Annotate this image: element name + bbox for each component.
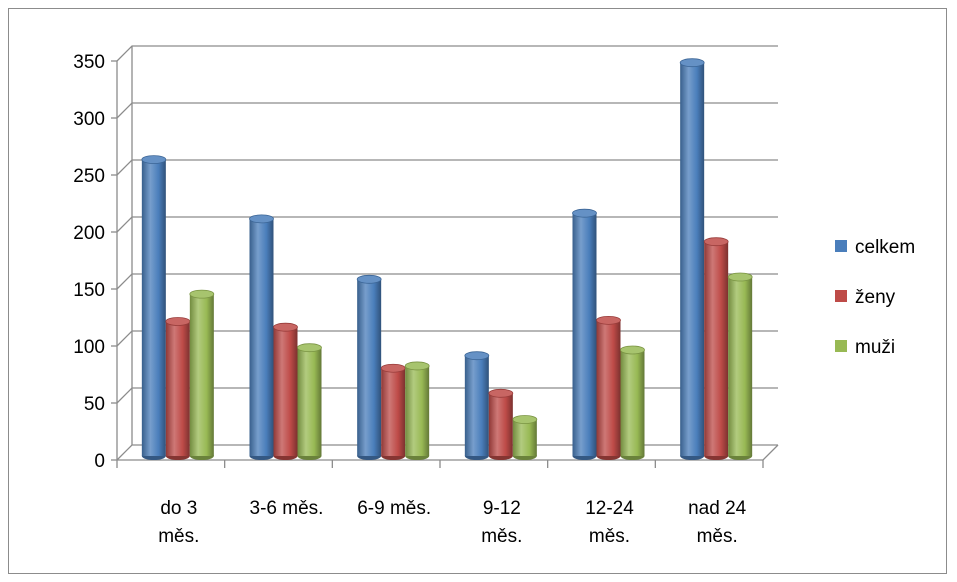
bar-top	[596, 315, 621, 325]
bar-ženy	[165, 317, 191, 460]
bar-top	[297, 343, 322, 353]
bar-celkem	[249, 214, 274, 460]
bar-body	[464, 355, 489, 456]
legend-swatch	[835, 340, 847, 352]
bar-muži	[512, 415, 538, 460]
y-tick-label: 100	[73, 337, 105, 358]
bar-top	[141, 155, 167, 165]
legend-label: muži	[855, 337, 895, 358]
bar-body	[189, 294, 214, 456]
gridline	[116, 216, 778, 233]
bar-muži	[727, 272, 753, 460]
bar-body	[165, 321, 190, 456]
bar-muži	[620, 345, 645, 460]
x-axis-floor	[117, 444, 779, 461]
bar-muži	[189, 289, 215, 460]
y-tick-label: 50	[84, 394, 105, 415]
legend-item: muži	[835, 337, 895, 358]
bar-body	[596, 320, 621, 456]
bar-body	[488, 393, 513, 456]
bar-body	[357, 279, 382, 456]
bar-body	[381, 368, 406, 456]
bar-body	[728, 277, 753, 456]
legend-swatch	[835, 240, 847, 252]
bar-body	[572, 213, 597, 456]
y-axis-tick-labels: 0 50 100 150 200 250 300 350	[73, 52, 105, 472]
bar-top	[512, 415, 538, 424]
bar-muži	[404, 361, 430, 460]
bar-celkem	[356, 274, 382, 460]
bar-celkem	[464, 351, 490, 460]
bar-top	[380, 363, 406, 373]
bars	[141, 58, 753, 460]
y-tick-label: 300	[73, 109, 105, 130]
gridline	[116, 387, 778, 404]
bar-top	[189, 289, 215, 299]
y-tick-label: 150	[73, 280, 105, 301]
bar-ženy	[488, 388, 514, 460]
bar-body	[273, 327, 298, 456]
y-tick-label: 250	[73, 166, 105, 187]
bar-body	[680, 62, 705, 456]
y-tick-label: 350	[73, 52, 105, 73]
bar-top	[356, 274, 382, 284]
legend-swatch	[835, 290, 847, 302]
gridline	[116, 45, 778, 62]
bar-top	[679, 58, 705, 68]
bar-body	[704, 241, 729, 456]
bar-top	[703, 237, 729, 247]
legend-item: celkem	[835, 237, 915, 258]
bar-celkem	[572, 208, 597, 460]
bar-top	[273, 322, 298, 332]
legend-item: ženy	[835, 287, 896, 308]
x-category-label: do 3 měs.	[158, 498, 199, 547]
bar-top	[464, 351, 490, 361]
bar-ženy	[596, 315, 621, 460]
bar-top	[249, 214, 274, 224]
bar-ženy	[380, 363, 406, 460]
gridline	[116, 444, 778, 461]
x-category-label: 12-24 měs.	[585, 498, 634, 547]
gridlines	[116, 45, 778, 461]
bar-celkem	[141, 155, 167, 460]
bar-top	[572, 208, 597, 218]
bar-body	[249, 218, 274, 456]
gridline	[116, 159, 778, 176]
gridline	[116, 330, 778, 347]
x-category-label: nad 24 měs.	[688, 498, 747, 547]
legend: celkem ženy muži	[835, 237, 915, 358]
bar-top	[165, 317, 191, 326]
bar-celkem	[679, 58, 705, 460]
gridline	[116, 102, 778, 119]
y-tick-label: 200	[73, 223, 105, 244]
bar-ženy	[273, 322, 298, 460]
gridline	[116, 273, 778, 290]
axes	[111, 46, 779, 468]
y-tick-label: 0	[94, 451, 105, 472]
x-category-label: 6-9 měs.	[357, 498, 431, 519]
bar-top	[488, 388, 514, 398]
x-axis-category-labels: do 3 měs. 3-6 měs. 6-9 měs. 9-12 měs. 12-24 měs…	[158, 498, 746, 547]
x-category-label: 3-6 měs.	[250, 498, 324, 519]
bar-muži	[297, 343, 322, 460]
bar-body	[405, 365, 430, 456]
bar-body	[141, 159, 166, 456]
x-category-label: 9-12 měs.	[481, 498, 522, 547]
legend-label: celkem	[855, 237, 915, 258]
bar-body	[512, 419, 537, 456]
bar-body	[620, 349, 645, 456]
bar-top	[620, 345, 645, 355]
bar-body	[297, 347, 322, 456]
bar-ženy	[703, 237, 729, 460]
bar-top	[727, 272, 753, 282]
bar-top	[404, 361, 430, 371]
legend-label: ženy	[855, 287, 896, 308]
